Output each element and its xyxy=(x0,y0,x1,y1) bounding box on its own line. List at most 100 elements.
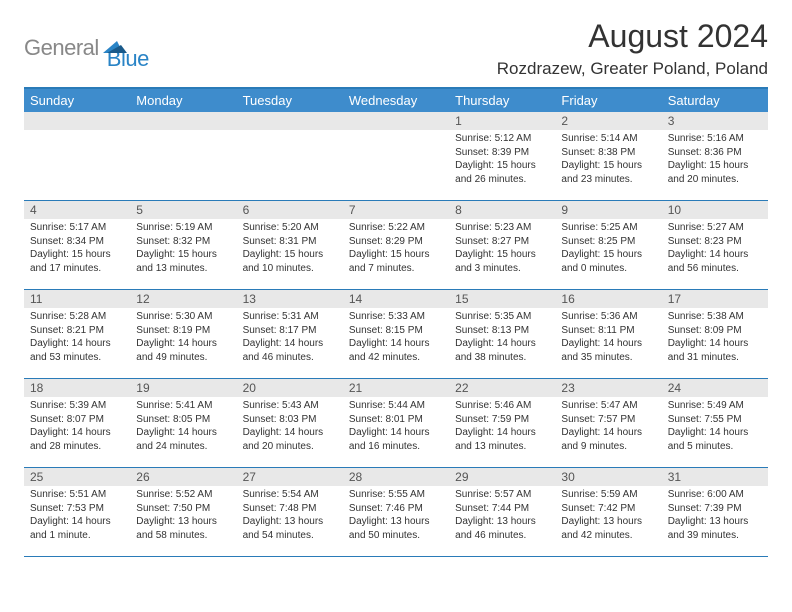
day-cell: 26Sunrise: 5:52 AMSunset: 7:50 PMDayligh… xyxy=(130,468,236,556)
day-number: 28 xyxy=(343,468,449,486)
day-number: 3 xyxy=(662,112,768,130)
day-number: 4 xyxy=(24,201,130,219)
day-details: Sunrise: 5:35 AMSunset: 8:13 PMDaylight:… xyxy=(449,308,555,368)
day-number: 23 xyxy=(555,379,661,397)
day-details: Sunrise: 5:31 AMSunset: 8:17 PMDaylight:… xyxy=(237,308,343,368)
day-details: Sunrise: 5:39 AMSunset: 8:07 PMDaylight:… xyxy=(24,397,130,457)
day-details: Sunrise: 5:23 AMSunset: 8:27 PMDaylight:… xyxy=(449,219,555,279)
day-cell: 22Sunrise: 5:46 AMSunset: 7:59 PMDayligh… xyxy=(449,379,555,467)
day-number: 11 xyxy=(24,290,130,308)
day-cell: 2Sunrise: 5:14 AMSunset: 8:38 PMDaylight… xyxy=(555,112,661,200)
day-number: 15 xyxy=(449,290,555,308)
day-number: 24 xyxy=(662,379,768,397)
day-details: Sunrise: 5:49 AMSunset: 7:55 PMDaylight:… xyxy=(662,397,768,457)
day-cell: 1Sunrise: 5:12 AMSunset: 8:39 PMDaylight… xyxy=(449,112,555,200)
weekday-label: Tuesday xyxy=(237,89,343,112)
day-details: Sunrise: 5:47 AMSunset: 7:57 PMDaylight:… xyxy=(555,397,661,457)
day-details: Sunrise: 5:59 AMSunset: 7:42 PMDaylight:… xyxy=(555,486,661,546)
weekday-row: SundayMondayTuesdayWednesdayThursdayFrid… xyxy=(24,89,768,112)
day-details: Sunrise: 5:28 AMSunset: 8:21 PMDaylight:… xyxy=(24,308,130,368)
weekday-label: Sunday xyxy=(24,89,130,112)
day-number: 17 xyxy=(662,290,768,308)
week-row: 25Sunrise: 5:51 AMSunset: 7:53 PMDayligh… xyxy=(24,468,768,557)
day-number: 8 xyxy=(449,201,555,219)
day-cell: 8Sunrise: 5:23 AMSunset: 8:27 PMDaylight… xyxy=(449,201,555,289)
day-details: Sunrise: 5:16 AMSunset: 8:36 PMDaylight:… xyxy=(662,130,768,190)
weekday-label: Wednesday xyxy=(343,89,449,112)
day-details: Sunrise: 5:20 AMSunset: 8:31 PMDaylight:… xyxy=(237,219,343,279)
day-cell xyxy=(24,112,130,200)
day-cell: 18Sunrise: 5:39 AMSunset: 8:07 PMDayligh… xyxy=(24,379,130,467)
calendar-grid: SundayMondayTuesdayWednesdayThursdayFrid… xyxy=(24,87,768,557)
day-details: Sunrise: 5:12 AMSunset: 8:39 PMDaylight:… xyxy=(449,130,555,190)
day-details: Sunrise: 5:36 AMSunset: 8:11 PMDaylight:… xyxy=(555,308,661,368)
day-cell: 16Sunrise: 5:36 AMSunset: 8:11 PMDayligh… xyxy=(555,290,661,378)
day-number: 31 xyxy=(662,468,768,486)
day-details: Sunrise: 5:17 AMSunset: 8:34 PMDaylight:… xyxy=(24,219,130,279)
day-details: Sunrise: 5:19 AMSunset: 8:32 PMDaylight:… xyxy=(130,219,236,279)
week-row: 18Sunrise: 5:39 AMSunset: 8:07 PMDayligh… xyxy=(24,379,768,468)
day-number: 22 xyxy=(449,379,555,397)
day-cell: 31Sunrise: 6:00 AMSunset: 7:39 PMDayligh… xyxy=(662,468,768,556)
day-number xyxy=(237,112,343,130)
day-number: 10 xyxy=(662,201,768,219)
day-cell: 28Sunrise: 5:55 AMSunset: 7:46 PMDayligh… xyxy=(343,468,449,556)
day-details: Sunrise: 5:57 AMSunset: 7:44 PMDaylight:… xyxy=(449,486,555,546)
day-cell: 21Sunrise: 5:44 AMSunset: 8:01 PMDayligh… xyxy=(343,379,449,467)
day-cell: 5Sunrise: 5:19 AMSunset: 8:32 PMDaylight… xyxy=(130,201,236,289)
day-cell: 10Sunrise: 5:27 AMSunset: 8:23 PMDayligh… xyxy=(662,201,768,289)
day-details: Sunrise: 5:46 AMSunset: 7:59 PMDaylight:… xyxy=(449,397,555,457)
day-details: Sunrise: 5:27 AMSunset: 8:23 PMDaylight:… xyxy=(662,219,768,279)
weekday-label: Saturday xyxy=(662,89,768,112)
day-details: Sunrise: 5:52 AMSunset: 7:50 PMDaylight:… xyxy=(130,486,236,546)
day-cell: 20Sunrise: 5:43 AMSunset: 8:03 PMDayligh… xyxy=(237,379,343,467)
day-cell: 23Sunrise: 5:47 AMSunset: 7:57 PMDayligh… xyxy=(555,379,661,467)
day-details: Sunrise: 5:25 AMSunset: 8:25 PMDaylight:… xyxy=(555,219,661,279)
day-number: 21 xyxy=(343,379,449,397)
logo: General Blue xyxy=(24,18,149,72)
day-details: Sunrise: 5:30 AMSunset: 8:19 PMDaylight:… xyxy=(130,308,236,368)
day-cell: 17Sunrise: 5:38 AMSunset: 8:09 PMDayligh… xyxy=(662,290,768,378)
day-number: 1 xyxy=(449,112,555,130)
day-details: Sunrise: 5:54 AMSunset: 7:48 PMDaylight:… xyxy=(237,486,343,546)
day-number xyxy=(24,112,130,130)
day-number: 14 xyxy=(343,290,449,308)
day-number xyxy=(130,112,236,130)
day-number: 27 xyxy=(237,468,343,486)
day-number: 19 xyxy=(130,379,236,397)
day-cell xyxy=(237,112,343,200)
day-cell: 7Sunrise: 5:22 AMSunset: 8:29 PMDaylight… xyxy=(343,201,449,289)
day-cell: 24Sunrise: 5:49 AMSunset: 7:55 PMDayligh… xyxy=(662,379,768,467)
day-details: Sunrise: 5:22 AMSunset: 8:29 PMDaylight:… xyxy=(343,219,449,279)
day-details: Sunrise: 5:33 AMSunset: 8:15 PMDaylight:… xyxy=(343,308,449,368)
day-number: 25 xyxy=(24,468,130,486)
day-number: 29 xyxy=(449,468,555,486)
day-number: 7 xyxy=(343,201,449,219)
day-cell: 29Sunrise: 5:57 AMSunset: 7:44 PMDayligh… xyxy=(449,468,555,556)
day-number: 2 xyxy=(555,112,661,130)
day-number: 18 xyxy=(24,379,130,397)
month-title: August 2024 xyxy=(497,18,768,55)
location: Rozdrazew, Greater Poland, Poland xyxy=(497,59,768,79)
day-number: 12 xyxy=(130,290,236,308)
day-details: Sunrise: 5:51 AMSunset: 7:53 PMDaylight:… xyxy=(24,486,130,546)
day-number: 20 xyxy=(237,379,343,397)
day-cell xyxy=(130,112,236,200)
weekday-label: Monday xyxy=(130,89,236,112)
day-cell: 11Sunrise: 5:28 AMSunset: 8:21 PMDayligh… xyxy=(24,290,130,378)
day-cell: 25Sunrise: 5:51 AMSunset: 7:53 PMDayligh… xyxy=(24,468,130,556)
day-number: 26 xyxy=(130,468,236,486)
day-cell: 6Sunrise: 5:20 AMSunset: 8:31 PMDaylight… xyxy=(237,201,343,289)
day-cell: 15Sunrise: 5:35 AMSunset: 8:13 PMDayligh… xyxy=(449,290,555,378)
day-details: Sunrise: 5:55 AMSunset: 7:46 PMDaylight:… xyxy=(343,486,449,546)
day-cell: 13Sunrise: 5:31 AMSunset: 8:17 PMDayligh… xyxy=(237,290,343,378)
weeks-container: 1Sunrise: 5:12 AMSunset: 8:39 PMDaylight… xyxy=(24,112,768,557)
day-number: 9 xyxy=(555,201,661,219)
day-cell xyxy=(343,112,449,200)
logo-mark-icon xyxy=(103,39,127,57)
day-details: Sunrise: 5:44 AMSunset: 8:01 PMDaylight:… xyxy=(343,397,449,457)
day-number: 6 xyxy=(237,201,343,219)
day-cell: 30Sunrise: 5:59 AMSunset: 7:42 PMDayligh… xyxy=(555,468,661,556)
calendar-page: General Blue August 2024 Rozdrazew, Grea… xyxy=(0,0,792,557)
weekday-label: Friday xyxy=(555,89,661,112)
